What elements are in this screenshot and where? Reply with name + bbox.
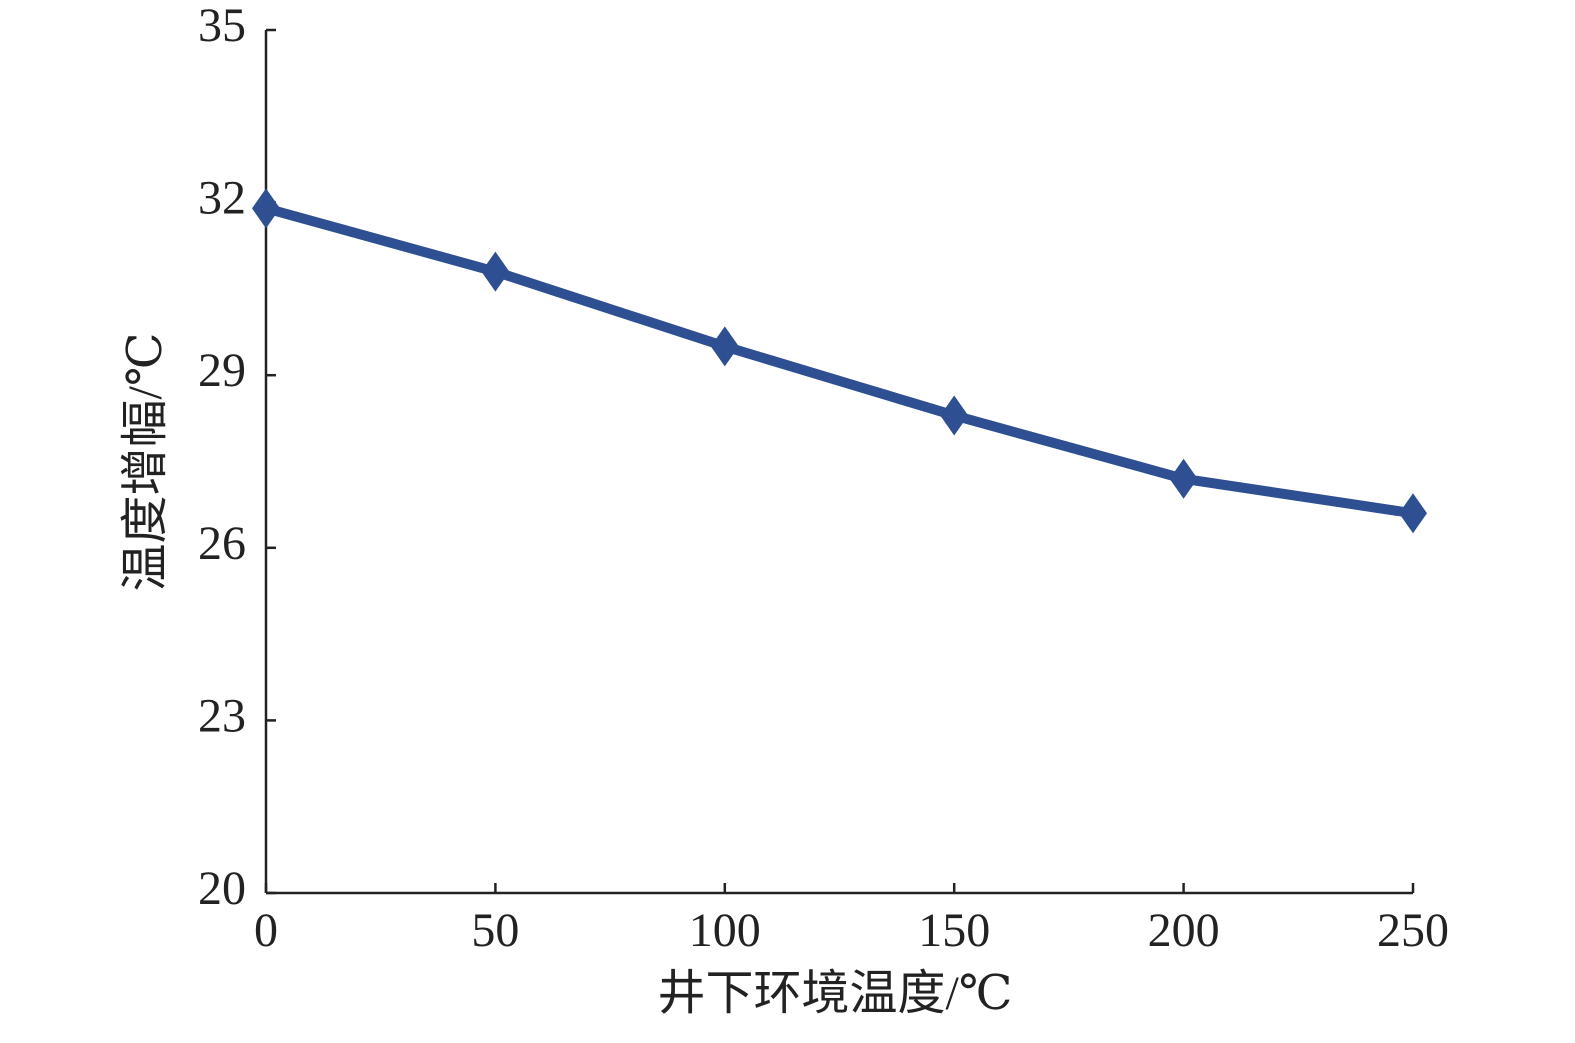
data-point <box>252 188 280 229</box>
x-axis-label: 井下环境温度/℃ <box>657 967 1012 1020</box>
series-line <box>264 203 1414 519</box>
y-tick-label: 29 <box>198 344 246 397</box>
y-tick-label: 32 <box>198 172 246 225</box>
x-tick-label: 200 <box>1148 904 1220 957</box>
y-tick-label: 23 <box>198 689 246 742</box>
data-point <box>940 395 969 436</box>
x-tick-label: 100 <box>689 904 761 957</box>
data-point <box>1169 458 1198 499</box>
data-point <box>710 326 739 367</box>
y-axis-label: 温度增幅/℃ <box>119 332 172 591</box>
x-tick-label: 50 <box>471 904 519 957</box>
y-tick-label: 26 <box>198 517 246 570</box>
y-tick-label: 35 <box>198 0 246 52</box>
x-tick-label: 150 <box>918 904 990 957</box>
data-point <box>1399 493 1427 534</box>
data-point <box>481 251 510 292</box>
y-tick-label: 20 <box>198 862 246 915</box>
x-tick-label: 0 <box>254 904 278 957</box>
x-tick-label: 250 <box>1377 904 1449 957</box>
